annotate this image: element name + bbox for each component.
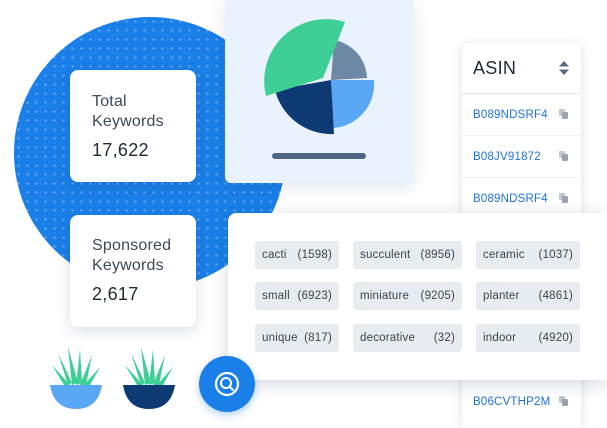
sponsored-keywords-label-line2: Keywords (92, 257, 164, 274)
asin-row[interactable]: B089NDSRF4 (462, 94, 581, 136)
search-button[interactable] (199, 356, 255, 412)
total-keywords-card: Total Keywords 17,622 (70, 70, 196, 182)
chart-caption-bar (272, 153, 366, 159)
keyword-word: succulent (360, 249, 411, 261)
pie-slice-slate (331, 40, 367, 80)
keyword-count: (4920) (538, 332, 573, 344)
asin-column-title: ASIN (473, 57, 517, 78)
keyword-chip[interactable]: planter (4861) (476, 282, 580, 310)
keyword-chip[interactable]: succulent (8956) (353, 241, 462, 269)
pie-slice-navy (275, 80, 334, 135)
keyword-word: decorative (360, 332, 416, 344)
keyword-chip[interactable]: ceramic (1037) (476, 241, 580, 269)
pie-slice-light-blue (331, 80, 375, 128)
keyword-count: (4861) (538, 290, 573, 302)
search-icon (214, 371, 240, 397)
keyword-word: cacti (262, 249, 287, 261)
keyword-count: (817) (304, 332, 332, 344)
keyword-word: small (262, 290, 290, 302)
total-keywords-label-line1: Total (92, 93, 127, 110)
keyword-word: miniature (360, 290, 410, 302)
keyword-count: (6923) (297, 290, 332, 302)
sponsored-keywords-value: 2,617 (92, 284, 139, 304)
keyword-word: planter (483, 290, 520, 302)
keyword-chip[interactable]: unique (817) (255, 324, 339, 352)
keyword-tags-panel: cacti (1598) succulent (8956) ceramic (1… (228, 213, 607, 380)
copy-icon[interactable] (559, 396, 569, 407)
asin-header[interactable]: ASIN (462, 43, 581, 94)
total-keywords-value: 17,622 (92, 140, 149, 160)
keyword-chip[interactable]: miniature (9205) (353, 282, 462, 310)
sort-updown-icon[interactable] (559, 61, 569, 75)
pie-slice-green (264, 19, 345, 97)
keyword-chip[interactable]: cacti (1598) (255, 241, 339, 269)
keyword-count: (32) (433, 332, 455, 344)
asin-link[interactable]: B089NDSRF4 (473, 192, 548, 205)
keyword-word: ceramic (483, 249, 525, 261)
sponsored-keywords-card: Sponsored Keywords 2,617 (70, 215, 196, 327)
asin-link[interactable]: B08JV91872 (473, 150, 541, 163)
keyword-chip[interactable]: decorative (32) (353, 324, 462, 352)
asin-link[interactable]: B089NDSRF4 (473, 108, 548, 121)
keyword-chip[interactable]: indoor (4920) (476, 324, 580, 352)
asin-row[interactable]: B06CVTHP2M (462, 381, 581, 422)
asin-row[interactable]: B08JV91872 (462, 136, 581, 178)
keyword-word: unique (262, 332, 298, 344)
plant-pot-light-icon (50, 347, 102, 409)
copy-icon[interactable] (559, 193, 569, 204)
copy-icon[interactable] (559, 109, 569, 120)
asin-link[interactable]: B06CVTHP2M (473, 395, 551, 408)
plant-pot-dark-icon (123, 347, 175, 409)
keyword-count: (8956) (420, 249, 455, 261)
keyword-chip[interactable]: small (6923) (255, 282, 339, 310)
pie-chart-icon (264, 19, 375, 159)
keyword-count: (1037) (538, 249, 573, 261)
total-keywords-label-line2: Keywords (92, 113, 164, 130)
keyword-count: (9205) (420, 290, 455, 302)
keyword-count: (1598) (297, 249, 332, 261)
sponsored-keywords-label-line1: Sponsored (92, 237, 172, 254)
keyword-word: indoor (483, 332, 517, 344)
pie-chart-card (225, 0, 413, 183)
copy-icon[interactable] (559, 151, 569, 162)
